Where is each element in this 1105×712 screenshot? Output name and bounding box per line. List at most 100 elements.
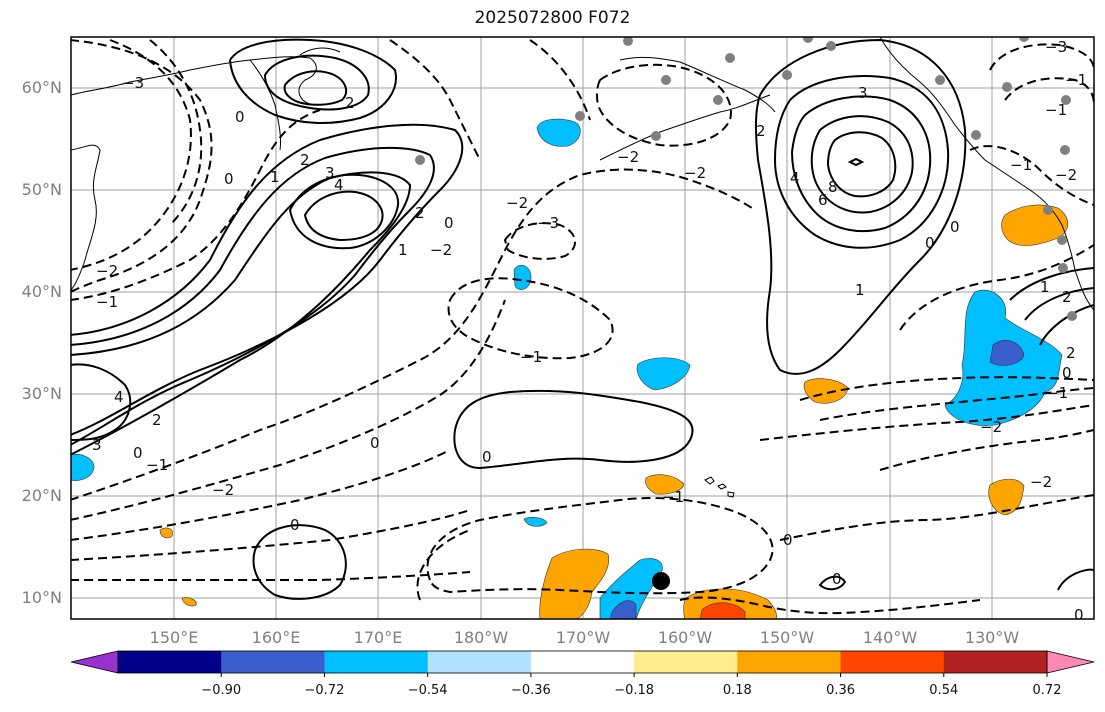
contour-line: [754, 38, 967, 375]
contour-label: 1: [855, 281, 865, 299]
contour-label: 0: [925, 234, 935, 252]
contour-label: 1: [398, 241, 408, 259]
coastline-alaska: [599, 56, 776, 161]
station-marker: [661, 75, 671, 85]
coastlines: [71, 37, 1094, 498]
contour-label: −2: [506, 194, 528, 212]
lon-label: 150°W: [760, 628, 815, 647]
contour-line: [71, 299, 506, 521]
contour-line: [71, 168, 756, 501]
contour-label: 2: [345, 94, 355, 112]
contour-label: 3: [92, 436, 102, 454]
colorbar-tick-label: −0.36: [511, 683, 551, 698]
contour-line: [71, 123, 464, 436]
contour-label: −1: [1065, 71, 1087, 89]
contour-label: −2: [1030, 473, 1052, 491]
contour-label: −1: [1045, 101, 1067, 119]
contour-line: [969, 145, 1094, 206]
lat-label: 60°N: [22, 78, 62, 97]
lat-label: 20°N: [22, 486, 62, 505]
station-marker: [1058, 263, 1068, 273]
contour-label: 0: [950, 218, 960, 236]
contour-line: [389, 39, 591, 161]
contour-label: 0: [290, 516, 300, 534]
contour-label: 2: [756, 122, 766, 140]
contour-line: [595, 63, 732, 147]
map-frame: [70, 36, 1095, 620]
map-title: 2025072800 F072: [474, 8, 631, 28]
contour-label: 2: [1062, 288, 1072, 306]
contour-label: −1: [1046, 384, 1068, 402]
contour-line: [416, 494, 1094, 601]
contour-line: [263, 54, 370, 111]
contour-label: 4: [334, 176, 344, 194]
lon-label: 140°W: [863, 628, 918, 647]
contour-line: [790, 95, 932, 233]
contour-label: 0: [224, 170, 234, 188]
shaded-anomalies: [71, 118, 1069, 619]
contour-line: [847, 157, 865, 167]
contour-line: [229, 38, 397, 124]
contour-label: 3: [325, 164, 335, 182]
contour-label: 4: [114, 388, 124, 406]
contour-label: 4: [790, 169, 800, 187]
contour-label: −3: [122, 74, 144, 92]
contour-label: −2: [980, 418, 1002, 436]
colorbar-segment: [221, 651, 325, 673]
contour-line: [71, 39, 213, 293]
station-markers: [415, 37, 1077, 321]
shade-orange-region: [159, 527, 173, 539]
contour-line: [810, 115, 914, 214]
shade-cyan-region: [513, 264, 532, 290]
contour-label: −1: [146, 456, 168, 474]
shade-blue-region: [609, 600, 637, 619]
station-marker: [1057, 235, 1067, 245]
contour-line: [149, 39, 203, 226]
contour-line: [71, 571, 471, 581]
colorbar-tick-label: −0.90: [201, 683, 241, 698]
colorbar-segment: [324, 651, 429, 673]
colorbar-tick-label: 0.54: [929, 683, 958, 698]
colorbar-tick-label: 0.18: [723, 683, 752, 698]
contour-line: [773, 75, 950, 249]
colorbar-segment: [840, 651, 945, 673]
contour-label: −2: [212, 481, 234, 499]
station-marker: [623, 37, 633, 46]
contour-label: −2: [96, 262, 118, 280]
colorbar-tick-label: 0.36: [826, 683, 855, 698]
colorbar: −0.90 −0.72 −0.54 −0.36 −0.18 0.18 0.36 0.54 0.7…: [70, 650, 1095, 698]
contour-line: [826, 131, 897, 198]
contour-line: [447, 277, 614, 360]
contour-label: 0: [1062, 364, 1072, 382]
station-marker: [935, 75, 945, 85]
contour-line: [899, 244, 1094, 331]
contour-label: −1: [520, 348, 542, 366]
colorbar-segment: [427, 651, 532, 673]
station-marker: [651, 131, 661, 141]
contour-label: 3: [858, 84, 868, 102]
contour-label: −3: [537, 214, 559, 232]
shade-orange-region: [803, 378, 849, 404]
station-marker: [1019, 37, 1029, 42]
colorbar-segment: [530, 651, 635, 673]
station-marker: [575, 111, 585, 121]
lon-label: 170°E: [354, 628, 403, 647]
shade-blue-region: [989, 340, 1025, 366]
contour-label: −2: [1055, 166, 1077, 184]
contour-label: −3: [1045, 38, 1067, 56]
coastline-north-america: [879, 37, 1094, 311]
contour-line: [71, 171, 412, 456]
contour-line: [71, 39, 192, 271]
colorbar-segment: [737, 651, 842, 673]
colorbar-extend-max: [1046, 650, 1095, 674]
lon-label: 150°E: [150, 628, 199, 647]
contour-line: [303, 190, 384, 242]
contour-label: 0: [482, 448, 492, 466]
contour-line: [1057, 568, 1094, 591]
typhoon-center-marker: [652, 572, 670, 590]
contour-line: [879, 429, 1094, 471]
contour-line: [71, 109, 321, 301]
shade-cyan-region: [599, 558, 663, 619]
contour-line: [1009, 267, 1094, 346]
contour-label: 2: [1066, 344, 1076, 362]
